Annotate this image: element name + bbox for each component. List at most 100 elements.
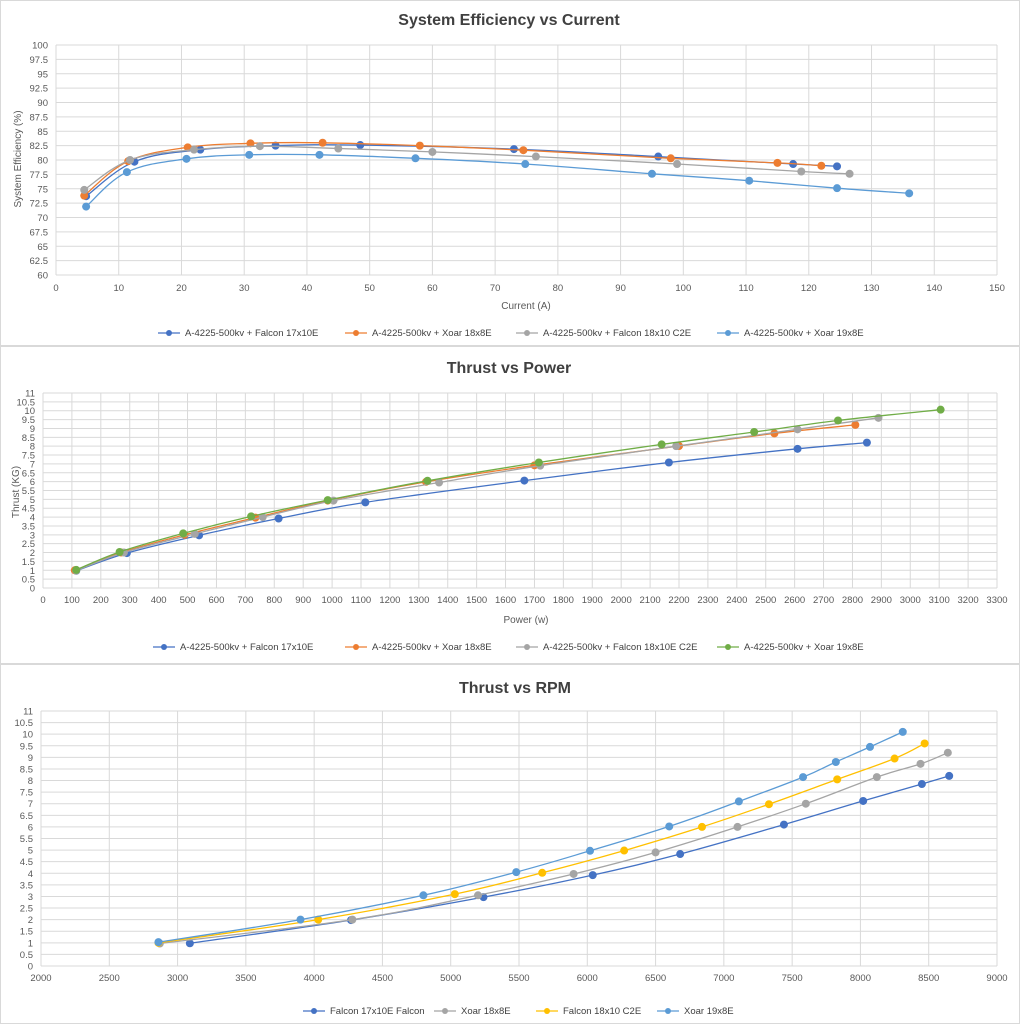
- x-tick-label: 120: [801, 283, 817, 294]
- x-tick-label: 150: [989, 283, 1005, 294]
- y-tick-label: 3: [28, 892, 33, 903]
- data-point: [255, 142, 264, 151]
- y-tick-label: 6: [30, 477, 35, 488]
- y-tick-label: 7: [28, 799, 33, 810]
- data-point: [190, 529, 199, 538]
- data-point: [318, 138, 327, 147]
- y-tick-label: 60: [37, 271, 48, 282]
- legend-swatch-marker: [725, 644, 731, 650]
- x-tick-label: 2200: [668, 595, 689, 606]
- data-point: [296, 915, 305, 924]
- data-point: [898, 727, 907, 736]
- x-tick-label: 2300: [697, 595, 718, 606]
- y-tick-label: 77.5: [30, 170, 49, 181]
- x-tick-label: 0: [53, 283, 58, 294]
- y-axis-label: Thrust (KG): [11, 466, 22, 518]
- x-tick-label: 1800: [553, 595, 574, 606]
- y-tick-label: 80: [37, 156, 48, 167]
- y-tick-label: 9.5: [22, 415, 35, 426]
- chart-title: Thrust vs RPM: [459, 680, 571, 697]
- data-point: [520, 476, 529, 485]
- x-tick-label: 10: [113, 283, 124, 294]
- x-tick-label: 2600: [784, 595, 805, 606]
- y-tick-label: 0.5: [20, 950, 33, 961]
- x-tick-label: 1600: [495, 595, 516, 606]
- data-point: [698, 822, 707, 831]
- y-tick-label: 62.5: [30, 256, 49, 267]
- data-point: [185, 939, 194, 948]
- x-tick-label: 140: [926, 283, 942, 294]
- data-point: [916, 759, 925, 768]
- y-tick-label: 4: [28, 869, 33, 880]
- data-point: [773, 158, 782, 167]
- x-tick-label: 30: [239, 283, 250, 294]
- legend-entry: A-4225-500kv + Xoar 19x8E: [744, 642, 864, 653]
- x-tick-label: 8500: [918, 973, 939, 984]
- data-point: [361, 498, 370, 507]
- y-tick-label: 2: [30, 548, 35, 559]
- x-tick-label: 1100: [351, 595, 371, 606]
- x-tick-label: 300: [122, 595, 138, 606]
- series-line: [75, 409, 941, 571]
- data-point: [851, 420, 860, 429]
- legend-entry: A-4225-500kv + Xoar 19x8E: [744, 328, 864, 339]
- data-point: [734, 797, 743, 806]
- x-tick-label: 90: [615, 283, 626, 294]
- y-tick-label: 7.5: [20, 788, 33, 799]
- chart-panel-thrust-power: Thrust vs Power 0 0.5 1 1.5 2 2.5 3 3.5 4 4.5 5 5.5…: [0, 346, 1020, 664]
- data-point: [474, 891, 483, 900]
- legend-swatch-marker: [544, 1008, 550, 1014]
- data-point: [833, 184, 842, 193]
- data-point: [859, 796, 868, 805]
- x-tick-label: 2100: [640, 595, 661, 606]
- y-tick-label: 3: [30, 530, 35, 541]
- data-point: [419, 891, 428, 900]
- data-point: [764, 800, 773, 809]
- data-point: [676, 850, 685, 859]
- legend-entry: A-4225-500kv + Falcon 17x10E: [185, 328, 318, 339]
- x-tick-label: 2700: [813, 595, 834, 606]
- chart-panel-efficiency: System Efficiency vs Current 60 62.5 65 67.…: [0, 0, 1020, 346]
- x-tick-label: 80: [553, 283, 564, 294]
- data-point: [348, 915, 357, 924]
- y-tick-label: 5: [30, 495, 35, 506]
- series-line: [85, 153, 910, 208]
- x-tick-label: 3100: [929, 595, 950, 606]
- y-tick-label: 1: [30, 566, 35, 577]
- y-tick-label: 2.5: [20, 904, 33, 915]
- x-tick-label: 40: [302, 283, 313, 294]
- data-point: [945, 771, 954, 780]
- x-tick-label: 70: [490, 283, 501, 294]
- data-point: [72, 565, 81, 574]
- x-tick-label: 3200: [958, 595, 979, 606]
- data-point: [817, 161, 826, 170]
- y-tick-label: 92.5: [30, 84, 49, 95]
- data-point: [521, 160, 530, 169]
- y-tick-label: 4.5: [22, 504, 35, 515]
- data-point: [411, 154, 420, 163]
- data-point: [745, 176, 754, 185]
- y-tick-label: 1.5: [22, 557, 35, 568]
- data-point: [246, 139, 255, 148]
- data-point: [665, 822, 674, 831]
- y-axis-label: System Efficiency (%): [13, 110, 24, 207]
- legend-swatch-marker: [665, 1008, 671, 1014]
- data-point: [936, 405, 945, 414]
- y-tick-label: 82.5: [30, 141, 49, 152]
- x-tick-label: 400: [151, 595, 167, 606]
- y-tick-label: 100: [32, 41, 48, 52]
- data-point: [334, 144, 343, 153]
- x-tick-label: 600: [209, 595, 225, 606]
- legend-entry: Xoar 19x8E: [684, 1006, 734, 1017]
- y-tick-label: 8: [28, 776, 33, 787]
- y-tick-label: 9: [28, 753, 33, 764]
- legend-entry: Falcon 18x10 C2E: [563, 1006, 641, 1017]
- y-tick-label: 0.5: [22, 575, 35, 586]
- x-tick-label: 2500: [755, 595, 776, 606]
- efficiency-chart: System Efficiency vs Current 60 62.5 65 67.…: [13, 12, 1005, 339]
- x-tick-label: 130: [864, 283, 880, 294]
- legend-swatch-marker: [524, 644, 530, 650]
- x-tick-label: 1300: [408, 595, 429, 606]
- data-point: [423, 476, 432, 485]
- legend-swatch-marker: [442, 1008, 448, 1014]
